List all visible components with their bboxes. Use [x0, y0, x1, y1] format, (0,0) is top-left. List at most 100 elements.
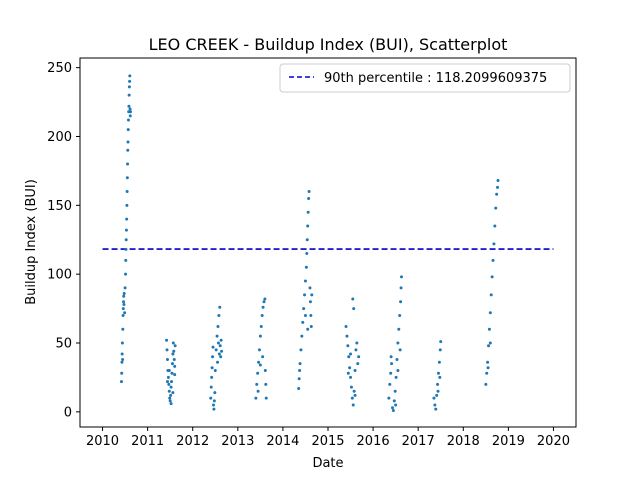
scatter-point	[120, 341, 124, 345]
scatter-point	[354, 348, 358, 352]
scatter-point	[171, 341, 175, 345]
scatter-point	[120, 352, 124, 356]
scatter-point	[165, 348, 169, 352]
x-tick-label: 2013	[221, 434, 254, 449]
scatter-point	[124, 258, 128, 262]
scatter-point	[214, 348, 218, 352]
scatter-point	[496, 185, 500, 189]
scatter-point	[434, 407, 438, 411]
scatter-point	[169, 385, 173, 389]
scatter-point	[212, 399, 216, 403]
x-tick-label: 2017	[402, 434, 435, 449]
scatter-point	[211, 345, 215, 349]
scatter-point	[297, 386, 301, 390]
scatter-point	[485, 371, 489, 375]
scatter-point	[125, 190, 129, 194]
scatter-point	[262, 300, 266, 304]
scatter-point	[258, 334, 262, 338]
scatter-point	[218, 305, 222, 309]
scatter-point	[128, 114, 132, 118]
scatter-point	[126, 118, 130, 122]
scatter-point	[121, 307, 125, 311]
scatter-point	[128, 79, 132, 83]
scatter-point	[351, 403, 355, 407]
scatter-point	[490, 275, 494, 279]
scatter-point	[306, 210, 310, 214]
scatter-point	[167, 369, 171, 373]
scatter-point	[123, 286, 127, 290]
legend-label: 90th percentile : 118.2099609375	[324, 71, 547, 86]
y-tick-label: 200	[47, 130, 72, 145]
scatter-point	[167, 389, 171, 393]
scatter-point	[212, 407, 216, 411]
scatter-point	[488, 341, 492, 345]
scatter-point	[393, 389, 397, 393]
scatter-point	[305, 252, 309, 256]
scatter-point	[303, 279, 307, 283]
y-tick-label: 250	[47, 61, 72, 76]
scatter-point	[219, 355, 223, 359]
scatter-point	[303, 293, 307, 297]
scatter-point	[124, 228, 128, 232]
scatter-point	[436, 382, 440, 386]
scatter-point	[254, 396, 258, 400]
scatter-point	[121, 313, 125, 317]
scatter-point	[347, 355, 351, 359]
scatter-point	[398, 313, 402, 317]
scatter-point	[297, 377, 301, 381]
scatter-point	[122, 302, 126, 306]
scatter-point	[435, 393, 439, 397]
scatter-point	[170, 371, 174, 375]
scatter-point	[346, 344, 350, 348]
scatter-point	[356, 362, 360, 366]
scatter-point	[351, 297, 355, 301]
scatter-point	[168, 396, 172, 400]
scatter-point	[438, 375, 442, 379]
scatter-point	[172, 349, 176, 353]
scatter-point	[125, 203, 129, 207]
scatter-point	[388, 382, 392, 386]
scatter-point	[220, 349, 224, 353]
scatter-point	[308, 286, 312, 290]
scatter-point	[125, 176, 129, 180]
scatter-point	[215, 334, 219, 338]
scatter-point	[127, 93, 131, 97]
scatter-point	[258, 363, 262, 367]
scatter-point	[129, 110, 133, 114]
x-tick-label: 2011	[131, 434, 164, 449]
scatter-point	[346, 371, 350, 375]
scatter-point	[128, 107, 132, 111]
scatter-point	[169, 393, 173, 397]
scatter-point	[264, 396, 268, 400]
chart-title: LEO CREEK - Buildup Index (BUI), Scatter…	[149, 35, 508, 54]
scatter-point	[389, 371, 393, 375]
scatter-point	[398, 348, 402, 352]
scatter-point	[209, 396, 213, 400]
scatter-point	[484, 382, 488, 386]
scatter-point	[352, 307, 356, 311]
scatter-point	[122, 300, 126, 304]
scatter-point	[165, 358, 169, 362]
x-tick-label: 2015	[311, 434, 344, 449]
scatter-point	[399, 300, 403, 304]
scatter-point	[126, 148, 130, 152]
legend: 90th percentile : 118.2099609375	[279, 63, 571, 93]
scatter-point	[119, 380, 123, 384]
scatter-point	[213, 391, 217, 395]
scatter-point	[257, 348, 261, 352]
scatter-point	[125, 217, 129, 221]
scatter-point	[494, 206, 498, 210]
scatter-point	[167, 382, 171, 386]
scatter-point	[487, 344, 491, 348]
scatter-point	[173, 364, 177, 368]
scatter-point	[127, 85, 131, 89]
scatter-point	[169, 402, 173, 406]
scatter-point	[353, 393, 357, 397]
scatter-point	[432, 396, 436, 400]
y-tick-label: 50	[55, 337, 72, 352]
scatter-point	[124, 272, 128, 276]
scatter-point	[298, 362, 302, 366]
scatter-point	[387, 396, 391, 400]
scatter-point	[348, 366, 352, 370]
